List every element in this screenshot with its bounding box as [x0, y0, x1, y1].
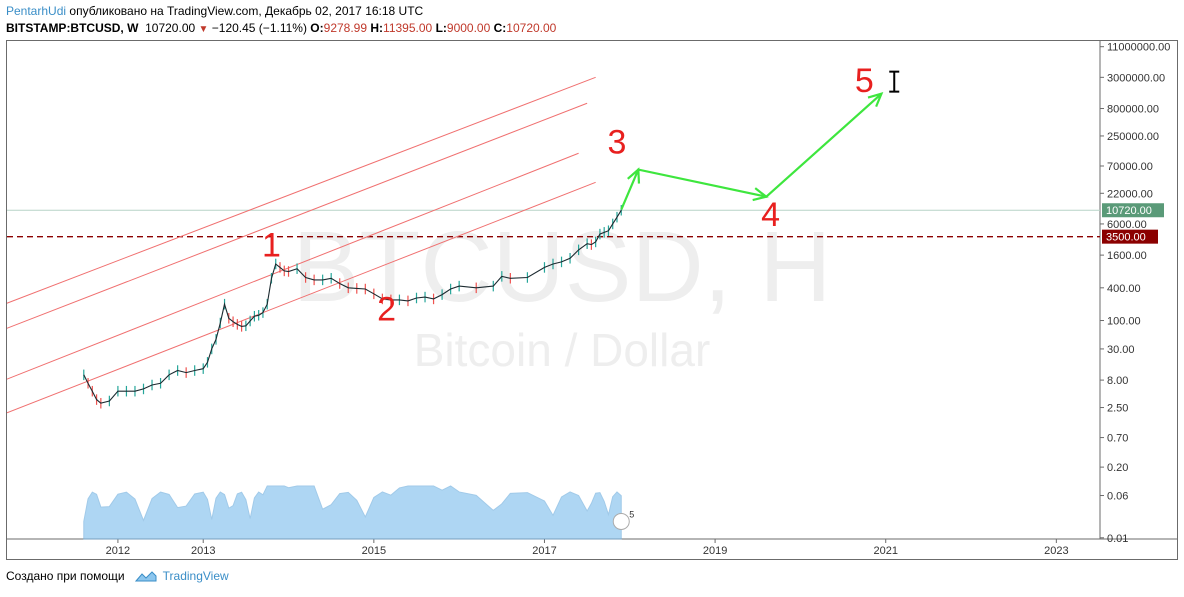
wave-label-1: 1	[262, 227, 281, 265]
wave-label-2: 2	[377, 291, 396, 329]
last-price-badge	[1102, 203, 1164, 218]
channel-line-1	[7, 76, 596, 304]
symbol-info-line: BITSTAMP:BTCUSD, W 10720.00 ▼ −120.45 (−…	[6, 20, 556, 38]
volume-scale-badge: 5	[612, 509, 634, 530]
y-tick-label: 0.70	[1107, 433, 1128, 445]
tradingview-logo-icon[interactable]	[134, 569, 157, 583]
symbol-label: BITSTAMP:BTCUSD, W	[6, 21, 139, 35]
level-badge-label: 3500.00	[1106, 232, 1146, 244]
last-price-badge-label: 10720.00	[1106, 205, 1152, 217]
wave-arrowhead	[752, 187, 769, 202]
open-value: 9278.99	[323, 21, 368, 35]
y-tick-label: 0.06	[1107, 491, 1128, 503]
wave-label-5: 5	[855, 62, 874, 100]
wave-arrowhead	[867, 92, 884, 108]
y-tick-label: 0.20	[1107, 462, 1128, 474]
wave-projection-path	[620, 92, 883, 211]
y-tick-label: 0.01	[1107, 533, 1128, 545]
last-price-value: 10720.00	[145, 21, 196, 35]
volume-badge-icon	[612, 512, 630, 530]
down-arrow-icon: ▼	[198, 24, 209, 35]
chart-header: PentarhUdi опубликовано на TradingView.c…	[6, 3, 556, 38]
x-tick-label: 2021	[873, 545, 897, 557]
author-link[interactable]: PentarhUdi	[6, 4, 67, 18]
tradingview-link[interactable]: TradingView	[162, 569, 229, 583]
x-tick-label: 2017	[532, 545, 556, 557]
y-tick-label: 3000000.00	[1107, 72, 1165, 84]
x-tick-label: 2013	[191, 545, 215, 557]
y-tick-label: 11000000.00	[1107, 42, 1170, 54]
created-with-text: Создано при помощи	[6, 569, 125, 583]
x-tick-label: 2023	[1044, 545, 1068, 557]
close-label: C:	[493, 21, 507, 35]
y-tick-label: 8.00	[1107, 375, 1128, 387]
y-tick-label: 800000.00	[1107, 104, 1159, 116]
footer: Создано при помощи TradingView	[6, 568, 229, 584]
wave-label-4: 4	[761, 196, 780, 234]
wave-arrowhead	[627, 167, 641, 184]
x-tick-label: 2015	[362, 545, 386, 557]
wave-label-3: 3	[608, 123, 627, 161]
y-tick-label: 2.50	[1107, 403, 1128, 415]
price-line	[83, 209, 622, 404]
x-tick-label: 2012	[106, 545, 130, 557]
volume-area	[83, 485, 622, 540]
y-tick-label: 100.00	[1107, 316, 1141, 328]
level-badge	[1102, 229, 1158, 244]
channel-line-4	[7, 181, 596, 414]
close-value: 10720.00	[506, 21, 557, 35]
y-tick-label: 250000.00	[1107, 131, 1159, 143]
change-value: −120.45 (−1.11%)	[211, 21, 307, 35]
y-tick-label: 1600.00	[1107, 250, 1147, 262]
y-tick-label: 30.00	[1107, 344, 1135, 356]
high-value: 11395.00	[383, 21, 433, 35]
y-tick-label: 400.00	[1107, 283, 1141, 295]
y-tick-label: 6000.00	[1107, 219, 1147, 231]
high-label: H:	[370, 21, 384, 35]
y-tick-label: 70000.00	[1107, 161, 1153, 173]
watermark-name: Bitcoin / Dollar	[414, 324, 711, 376]
low-label: L:	[435, 21, 447, 35]
x-tick-label: 2019	[703, 545, 727, 557]
chart-area[interactable]: BTCUSD, H Bitcoin / Dollar 11000000.00 3000…	[6, 40, 1178, 560]
published-text: опубликовано на TradingView.com, Декабрь…	[69, 4, 424, 18]
y-tick-label: 22000.00	[1107, 188, 1153, 200]
volume-scale-label: 5	[629, 509, 634, 519]
text-cursor-icon	[889, 70, 900, 93]
low-value: 9000.00	[446, 21, 491, 35]
open-label: O:	[310, 21, 324, 35]
channel-line-2	[7, 102, 588, 329]
